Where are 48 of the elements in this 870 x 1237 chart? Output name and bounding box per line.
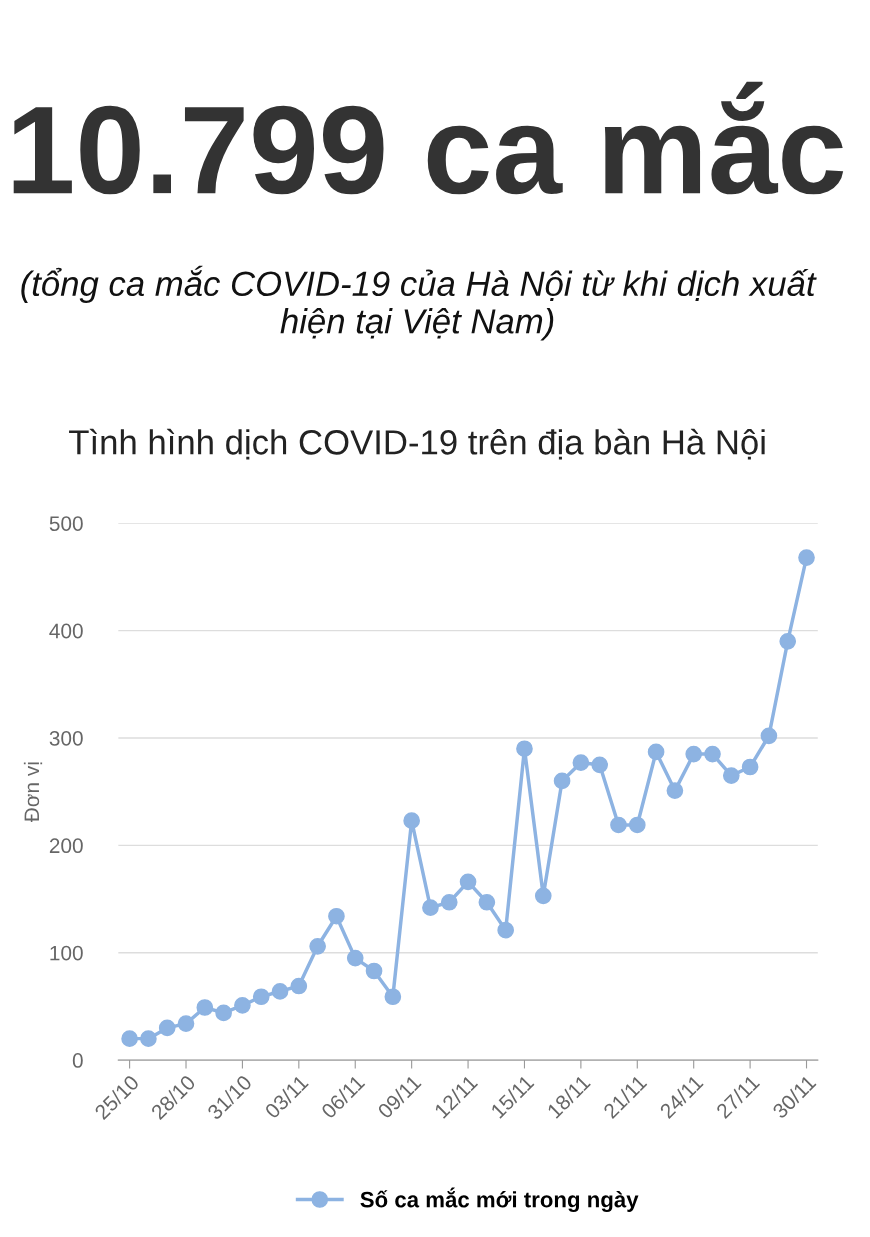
point bbox=[497, 921, 515, 939]
point bbox=[196, 999, 214, 1016]
point bbox=[422, 899, 439, 916]
point bbox=[290, 977, 308, 995]
y-tick-label: 300 bbox=[49, 731, 83, 746]
point bbox=[440, 893, 458, 911]
chart-subtitle: (tổng ca mắc COVID-19 của Hà Nội từ khi dịch xuất hiện tại Việt Nam) bbox=[21, 265, 817, 341]
point bbox=[591, 756, 609, 774]
point bbox=[704, 745, 721, 763]
point bbox=[140, 1030, 157, 1047]
point bbox=[365, 962, 383, 980]
y-axis-title: Đơn vị bbox=[23, 762, 43, 823]
point bbox=[271, 983, 289, 1000]
point bbox=[384, 988, 402, 1006]
point bbox=[403, 812, 420, 830]
point bbox=[666, 782, 684, 799]
point bbox=[760, 727, 778, 745]
point bbox=[215, 1004, 232, 1022]
point bbox=[252, 988, 270, 1006]
chart-title: Tình hình dịch COVID-19 trên địa bàn Hà Nội bbox=[69, 428, 765, 460]
point bbox=[685, 745, 703, 763]
point bbox=[572, 754, 590, 772]
point bbox=[346, 949, 364, 967]
text: 10.799 ca mắc bbox=[13, 81, 844, 195]
y-tick-label: 0 bbox=[72, 1053, 83, 1068]
point bbox=[647, 743, 665, 761]
point bbox=[779, 633, 797, 650]
y-tick-label: 400 bbox=[49, 623, 83, 639]
point bbox=[328, 907, 345, 925]
point bbox=[798, 549, 815, 566]
legend-label: Số ca mắc mới trong ngày bbox=[360, 1187, 639, 1212]
point bbox=[553, 772, 571, 790]
y-tick-label: 500 bbox=[49, 516, 83, 531]
point bbox=[534, 887, 552, 905]
point bbox=[610, 816, 627, 834]
point bbox=[177, 1015, 195, 1032]
point bbox=[516, 740, 533, 758]
point bbox=[309, 937, 326, 955]
point bbox=[741, 758, 759, 776]
point bbox=[234, 997, 251, 1014]
point bbox=[459, 873, 477, 891]
point bbox=[628, 816, 646, 834]
y-tick-label: 100 bbox=[50, 945, 83, 961]
point bbox=[158, 1019, 176, 1037]
point bbox=[121, 1030, 138, 1047]
point bbox=[478, 893, 496, 911]
point bbox=[722, 767, 740, 784]
y-tick-label: 200 bbox=[49, 838, 83, 854]
